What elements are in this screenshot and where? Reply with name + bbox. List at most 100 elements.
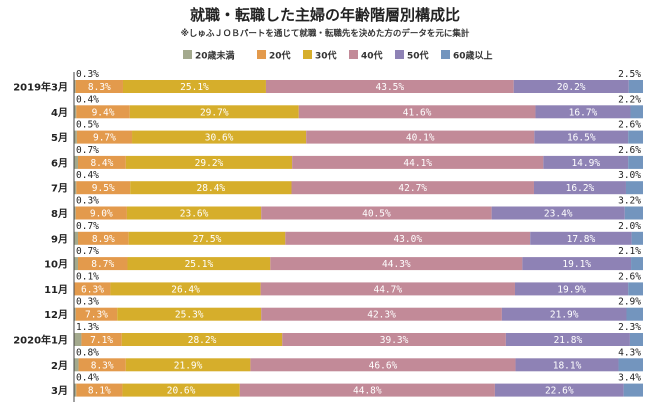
data-label-2-5: 2.6% [618, 120, 641, 131]
bar-segment-6-5 [631, 231, 643, 245]
data-label-8-4: 19.9% [557, 284, 586, 295]
row-label-6: 9月 [51, 233, 68, 245]
data-label-12-2: 20.6% [167, 386, 196, 397]
bar-segment-9-3 [261, 307, 502, 321]
data-label-3-2: 29.2% [195, 158, 224, 169]
data-label-1-1: 9.4% [92, 107, 115, 118]
bar-segment-8-3 [260, 282, 515, 296]
data-label-11-4: 18.1% [553, 360, 582, 371]
bar-segment-0-3 [265, 80, 514, 93]
data-label-5-4: 23.4% [544, 209, 573, 220]
bar-segment-1-5 [630, 105, 643, 119]
data-label-9-1: 7.3% [85, 310, 108, 321]
data-label-9-5: 2.9% [618, 297, 641, 308]
bar-segment-7-2 [127, 257, 271, 271]
bars: 2019年3月 0.3% 8.3% 25.1% 43.5% 20.2% 2.5% 4月 0.4%… [13, 69, 643, 397]
bar-row-8: 11月 0.1% 6.3% 26.4% 44.7% 19.9% 2.6% [44, 271, 643, 296]
data-label-10-4: 21.8% [554, 335, 583, 346]
bar-segment-8-4 [514, 282, 629, 296]
data-label-10-1: 7.1% [90, 335, 113, 346]
bar-segment-11-5 [618, 358, 643, 372]
row-label-8: 11月 [44, 284, 68, 296]
data-label-8-5: 2.6% [618, 271, 641, 282]
bar-segment-9-2 [117, 307, 262, 321]
data-label-11-1: 8.3% [91, 360, 114, 371]
data-label-5-5: 3.2% [618, 196, 641, 207]
data-label-6-4: 17.8% [567, 234, 596, 245]
bar-segment-5-3 [261, 206, 492, 220]
data-label-4-4: 16.2% [566, 183, 595, 194]
data-label-7-5: 2.1% [618, 246, 641, 257]
data-label-4-5: 3.0% [618, 170, 641, 181]
data-label-10-3: 39.3% [380, 335, 409, 346]
bar-segment-10-2 [121, 333, 283, 346]
bar-row-11: 2月 0.8% 8.3% 21.9% 46.6% 18.1% 4.3% [51, 347, 643, 372]
legend-label-2: 30代 [315, 50, 337, 62]
bar-row-2: 5月 0.5% 9.7% 30.6% 40.1% 16.5% 2.6% [51, 120, 643, 144]
data-label-6-0: 0.7% [76, 221, 99, 232]
data-label-3-1: 8.4% [90, 158, 113, 169]
bar-segment-4-3 [291, 181, 534, 195]
bar-segment-8-2 [110, 282, 261, 296]
data-label-10-2: 28.2% [188, 335, 217, 346]
data-label-12-3: 44.8% [353, 386, 382, 397]
data-label-3-4: 14.9% [571, 158, 600, 169]
bar-segment-1-3 [298, 105, 536, 119]
bar-segment-3-3 [292, 155, 544, 169]
legend-label-5: 60歳以上 [453, 50, 493, 62]
legend-swatch-1 [257, 50, 266, 59]
legend-swatch-3 [349, 50, 358, 59]
bar-segment-7-3 [270, 257, 523, 271]
row-label-11: 2月 [51, 360, 68, 372]
data-label-4-1: 9.5% [92, 183, 115, 194]
bar-segment-8-1 [74, 282, 111, 296]
bar-segment-9-0 [74, 307, 76, 321]
data-label-12-4: 22.6% [545, 386, 574, 397]
row-label-0: 2019年3月 [13, 81, 68, 94]
bar-segment-12-0 [74, 383, 77, 397]
bar-segment-5-2 [126, 206, 262, 220]
bar-segment-1-0 [74, 105, 77, 119]
legend-label-1: 20代 [269, 50, 291, 62]
bar-segment-2-2 [132, 130, 307, 144]
bar-segment-7-5 [631, 257, 643, 271]
row-label-3: 6月 [51, 157, 68, 169]
bar-segment-12-3 [239, 383, 495, 397]
legend: 20歳未満 20代 30代 40代 50代 60歳以上 [183, 50, 493, 62]
bar-row-3: 6月 0.7% 8.4% 29.2% 44.1% 14.9% 2.6% [51, 145, 643, 169]
data-label-3-0: 0.7% [76, 145, 99, 156]
data-label-8-2: 26.4% [171, 284, 200, 295]
bar-segment-4-0 [74, 181, 77, 195]
data-label-6-3: 43.0% [393, 234, 422, 245]
data-label-2-0: 0.5% [76, 120, 99, 131]
bar-segment-5-4 [491, 206, 625, 220]
bar-segment-9-1 [75, 307, 118, 321]
row-label-12: 3月 [51, 385, 68, 397]
bar-row-10: 2020年1月 1.3% 7.1% 28.2% 39.3% 21.8% 2.3% [13, 322, 643, 347]
bar-segment-12-2 [122, 383, 240, 397]
data-label-2-2: 30.6% [205, 133, 234, 144]
bar-segment-3-1 [77, 155, 126, 169]
data-label-0-0: 0.3% [76, 69, 99, 80]
bar-row-4: 7月 0.4% 9.5% 28.4% 42.7% 16.2% 3.0% [51, 170, 643, 195]
bar-segment-11-2 [125, 358, 251, 372]
bar-segment-3-0 [74, 155, 78, 169]
row-label-9: 12月 [44, 309, 68, 321]
data-label-1-3: 41.6% [403, 107, 432, 118]
bar-segment-7-4 [522, 257, 632, 271]
row-label-1: 4月 [51, 107, 68, 119]
data-label-3-3: 44.1% [403, 158, 432, 169]
legend-label-0: 20歳未満 [195, 50, 235, 62]
data-label-5-2: 23.6% [180, 209, 209, 220]
data-label-7-3: 44.3% [382, 259, 411, 270]
data-label-12-0: 0.4% [76, 373, 99, 384]
data-label-10-5: 2.3% [618, 322, 641, 333]
data-label-0-2: 25.1% [180, 82, 209, 93]
chart-subtitle: ※しゅふＪＯＢパートを通じて就職・転職先を決めた方のデータを元に集計 [181, 28, 470, 39]
legend-swatch-2 [303, 50, 312, 59]
data-label-11-3: 46.6% [369, 360, 398, 371]
bar-segment-3-4 [543, 155, 629, 169]
bar-segment-3-2 [125, 155, 293, 169]
data-label-0-3: 43.5% [376, 82, 405, 93]
